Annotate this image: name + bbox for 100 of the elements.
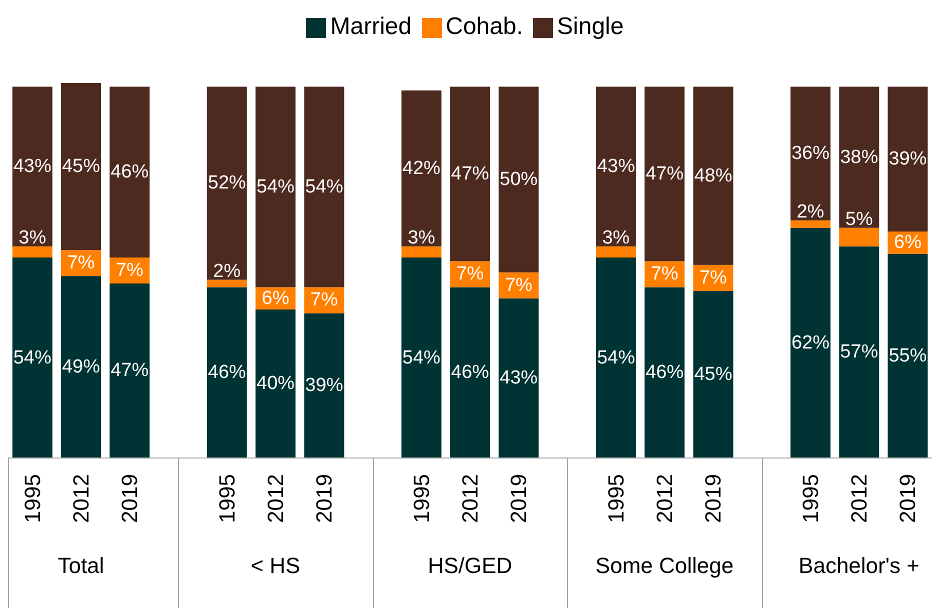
data-label: 7% — [116, 260, 144, 281]
bar — [644, 86, 685, 262]
data-label: 7% — [504, 274, 533, 296]
bar — [61, 83, 102, 250]
data-label: 40% — [256, 373, 295, 394]
bar — [888, 86, 928, 232]
legend-label: Married — [330, 13, 412, 40]
bar — [12, 86, 52, 246]
bar — [110, 86, 150, 258]
text: Some College — [594, 553, 735, 579]
data-label: 7% — [650, 264, 678, 285]
data-label: 54% — [305, 176, 344, 198]
bar — [790, 220, 830, 228]
data-label: 46% — [208, 362, 246, 384]
data-label: 50% — [500, 169, 538, 190]
data-label: 54% — [402, 347, 441, 368]
x-tick-label: 2012 — [262, 474, 288, 523]
data-label: 38% — [840, 146, 878, 168]
bar — [644, 287, 685, 458]
data-label: 5% — [845, 208, 873, 230]
bar — [206, 287, 247, 458]
x-tick-label: 2012 — [68, 474, 94, 523]
data-label: 55% — [888, 345, 927, 366]
data-label: 6% — [894, 232, 922, 254]
x-tick-label: 2012 — [458, 474, 482, 523]
data-label: 6% — [262, 288, 290, 309]
data-label: 3% — [408, 227, 436, 248]
data-label: 45% — [694, 364, 732, 385]
bar — [596, 86, 636, 246]
x-tick-label: 1995 — [20, 474, 45, 523]
text: Bachelor's + — [798, 553, 921, 579]
bar — [450, 86, 490, 262]
data-label: 46% — [110, 162, 149, 183]
bar — [256, 86, 296, 288]
data-label: 48% — [694, 165, 732, 186]
bar — [12, 246, 52, 258]
text: Total — [56, 553, 106, 579]
bar — [256, 309, 296, 458]
data-label: 52% — [208, 172, 246, 194]
bar — [790, 86, 830, 220]
text: HS/GED — [426, 553, 514, 579]
x-tick-label: 2019 — [506, 474, 532, 523]
bar — [304, 313, 344, 458]
data-label: 2% — [213, 260, 241, 282]
x-tick-label: 2019 — [700, 474, 726, 523]
x-tick-label: 1995 — [798, 474, 823, 523]
bar — [790, 228, 830, 458]
bar — [450, 287, 490, 458]
bar — [498, 298, 539, 458]
data-label: 2% — [796, 201, 824, 222]
data-label: 54% — [13, 347, 52, 368]
data-label: 3% — [18, 227, 46, 248]
data-label: 49% — [62, 356, 100, 378]
data-label: 7% — [310, 290, 338, 311]
x-tick-label: 2019 — [895, 474, 920, 523]
bar — [839, 86, 880, 228]
data-label: 43% — [500, 368, 538, 389]
bar — [596, 258, 636, 458]
bar — [888, 254, 928, 458]
data-label: 39% — [888, 148, 927, 170]
data-label: 7% — [699, 267, 728, 288]
data-label: 57% — [840, 342, 878, 363]
bar — [12, 258, 52, 458]
data-label: 46% — [451, 362, 490, 384]
bar — [498, 86, 539, 272]
bar — [206, 280, 247, 288]
data-label: 7% — [456, 264, 484, 285]
bar — [304, 86, 344, 288]
bar — [401, 258, 442, 458]
data-label: 36% — [791, 143, 830, 164]
x-tick-label: 2012 — [652, 474, 678, 523]
x-tick-label: 1995 — [603, 474, 628, 523]
data-label: 43% — [596, 156, 636, 178]
bar — [401, 90, 442, 246]
bar — [596, 246, 636, 258]
x-tick-label: 1995 — [408, 474, 434, 523]
data-label: 54% — [256, 176, 295, 198]
bar — [206, 86, 247, 280]
bar — [693, 290, 734, 458]
x-tick-label: 2012 — [846, 474, 872, 523]
data-label: 47% — [110, 360, 149, 382]
data-label: 54% — [596, 347, 636, 368]
data-label: 3% — [602, 227, 630, 248]
bar — [839, 228, 880, 246]
data-label: 46% — [646, 362, 684, 384]
x-tick-label: 1995 — [214, 474, 240, 523]
legend-label: Single — [557, 13, 624, 40]
bar — [401, 246, 442, 258]
data-label: 47% — [646, 163, 684, 184]
legend-label: Cohab. — [446, 13, 524, 40]
data-label: 39% — [305, 375, 344, 396]
data-label: 43% — [13, 156, 52, 178]
data-label: 42% — [402, 158, 441, 179]
data-label: 62% — [791, 332, 830, 354]
x-tick-label: 2019 — [117, 474, 142, 523]
data-label: 7% — [67, 252, 95, 274]
bar — [693, 86, 734, 265]
bar — [839, 246, 880, 458]
x-tick-label: 2019 — [312, 474, 337, 523]
text: < HS — [250, 553, 302, 579]
